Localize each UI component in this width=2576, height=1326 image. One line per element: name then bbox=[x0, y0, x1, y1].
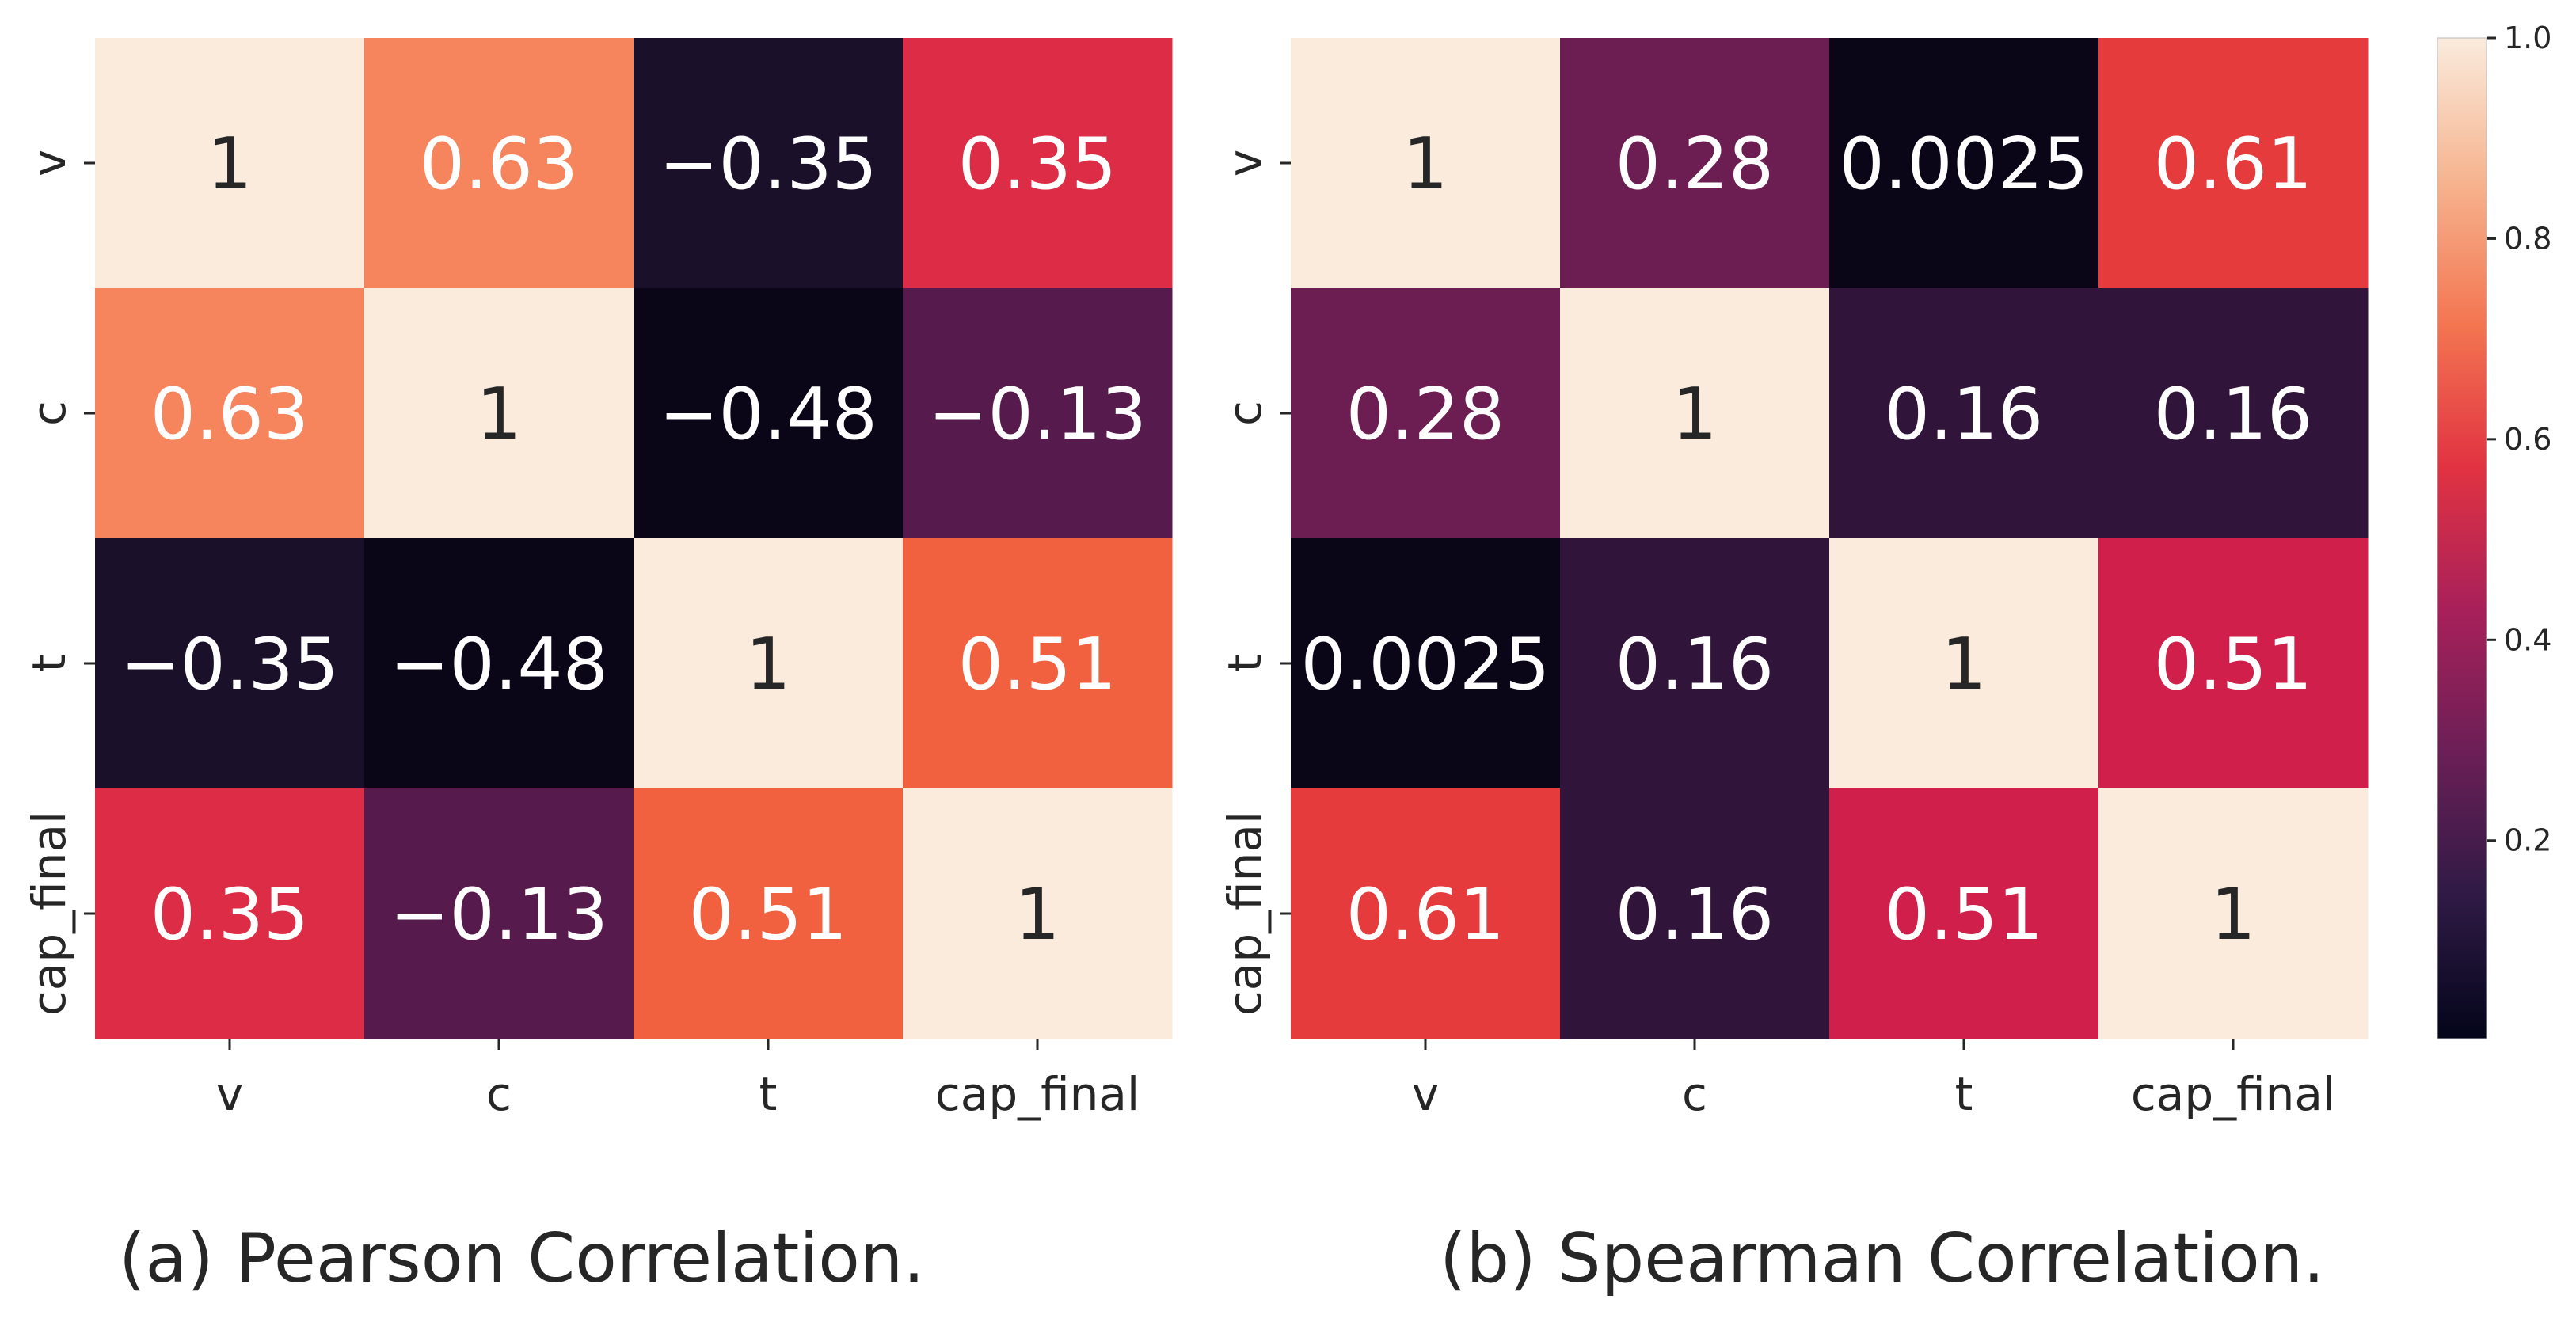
heatmap-cell bbox=[634, 38, 904, 289]
heatmap-cell bbox=[95, 788, 365, 1039]
heatmap-cell bbox=[2098, 788, 2369, 1039]
heatmap-cell bbox=[2098, 288, 2369, 539]
cell-value-label: 0.35 bbox=[958, 123, 1117, 206]
heatmap-cell bbox=[1291, 788, 1561, 1039]
heatmap-cell bbox=[1291, 288, 1561, 539]
heatmap-cell bbox=[95, 288, 365, 539]
cell-value-label: −0.48 bbox=[659, 373, 877, 456]
y-tick-label: v bbox=[1218, 150, 1272, 177]
cell-value-label: 0.51 bbox=[1885, 873, 2043, 956]
colorbar-tick-label: 0.6 bbox=[2504, 422, 2551, 457]
colorbar-gradient bbox=[2437, 38, 2487, 1039]
heatmap-cell bbox=[95, 538, 365, 789]
heatmap-cell bbox=[2098, 38, 2369, 289]
cell-value-label: 0.61 bbox=[1346, 873, 1505, 956]
heatmap-cell bbox=[634, 788, 904, 1039]
cell-value-label: 0.63 bbox=[420, 123, 578, 206]
cell-value-label: 1 bbox=[1402, 123, 1448, 206]
cell-value-label: 1 bbox=[1941, 623, 1986, 706]
cell-value-label: 1 bbox=[745, 623, 790, 706]
cell-value-label: 0.51 bbox=[958, 623, 1117, 706]
y-tick-label: c bbox=[22, 401, 76, 426]
heatmap-cell bbox=[1829, 288, 2099, 539]
cell-value-label: 0.0025 bbox=[1840, 123, 2089, 206]
cell-value-label: 0.28 bbox=[1346, 373, 1505, 456]
x-tick-label: cap_final bbox=[935, 1067, 1140, 1121]
colorbar-tick-label: 1.0 bbox=[2504, 21, 2551, 55]
x-tick-label: cap_final bbox=[2131, 1067, 2335, 1121]
heatmap-cell bbox=[1560, 788, 1830, 1039]
cell-value-label: 0.16 bbox=[1615, 873, 1774, 956]
x-tick-label: v bbox=[1412, 1067, 1439, 1121]
cell-value-label: −0.35 bbox=[120, 623, 339, 706]
x-tick-label: t bbox=[759, 1067, 778, 1121]
cell-value-label: 0.63 bbox=[150, 373, 309, 456]
cell-value-label: −0.48 bbox=[390, 623, 608, 706]
x-tick-label: v bbox=[216, 1067, 243, 1121]
cell-value-label: 1 bbox=[1672, 373, 1717, 456]
cell-value-label: 1 bbox=[2210, 873, 2255, 956]
cell-value-label: 1 bbox=[476, 373, 521, 456]
heatmap-cell bbox=[903, 38, 1173, 289]
heatmap-cell bbox=[95, 38, 365, 289]
heatmap-cell bbox=[364, 288, 634, 539]
y-tick-label: c bbox=[1218, 401, 1272, 426]
heatmap-cell bbox=[1829, 38, 2099, 289]
cell-value-label: 0.16 bbox=[2154, 373, 2312, 456]
heatmap-cell bbox=[1291, 38, 1561, 289]
cell-value-label: 0.61 bbox=[2154, 123, 2312, 206]
cell-value-label: 0.35 bbox=[150, 873, 309, 956]
y-tick-label: v bbox=[22, 150, 76, 177]
heatmap-cell bbox=[1560, 538, 1830, 789]
colorbar-tick-label: 0.4 bbox=[2504, 622, 2551, 657]
y-tick-label: t bbox=[1218, 655, 1272, 673]
cell-value-label: 0.16 bbox=[1885, 373, 2043, 456]
heatmap-cell bbox=[1829, 788, 2099, 1039]
heatmap-cell bbox=[903, 788, 1173, 1039]
cell-value-label: 0.16 bbox=[1615, 623, 1774, 706]
heatmap-cell bbox=[364, 38, 634, 289]
heatmap-cell bbox=[2098, 538, 2369, 789]
cell-value-label: 0.0025 bbox=[1301, 623, 1551, 706]
x-tick-label: c bbox=[486, 1067, 512, 1121]
colorbar-tick-label: 0.2 bbox=[2504, 823, 2551, 858]
heatmap-cell bbox=[1829, 538, 2099, 789]
y-tick-label: t bbox=[22, 655, 76, 673]
cell-value-label: −0.13 bbox=[390, 873, 608, 956]
y-tick-label: cap_final bbox=[22, 811, 76, 1016]
heatmap-cell bbox=[364, 788, 634, 1039]
heatmap-cell bbox=[634, 288, 904, 539]
heatmap-cell bbox=[634, 538, 904, 789]
heatmap-cell bbox=[1560, 288, 1830, 539]
heatmap-cell bbox=[903, 538, 1173, 789]
cell-value-label: 0.51 bbox=[2154, 623, 2312, 706]
cell-value-label: 0.28 bbox=[1615, 123, 1774, 206]
heatmap-cell bbox=[903, 288, 1173, 539]
caption-spearman: (b) Spearman Correlation. bbox=[1440, 1219, 2325, 1298]
heatmap-cell bbox=[1560, 38, 1830, 289]
caption-pearson: (a) Pearson Correlation. bbox=[119, 1219, 925, 1298]
y-tick-label: cap_final bbox=[1218, 811, 1272, 1016]
colorbar-tick-label: 0.8 bbox=[2504, 221, 2551, 256]
heatmap-cell bbox=[1291, 538, 1561, 789]
colorbar: 0.2 0.4 0.6 0.8 1.0 bbox=[2437, 21, 2551, 1039]
x-tick-label: c bbox=[1682, 1067, 1707, 1121]
heatmap-cell bbox=[364, 538, 634, 789]
colorbar-frame bbox=[2437, 37, 2487, 1039]
cell-value-label: 1 bbox=[1014, 873, 1060, 956]
cell-value-label: 0.51 bbox=[689, 873, 847, 956]
cell-value-label: 1 bbox=[207, 123, 252, 206]
heatmap-pearson: 1 0.63 −0.35 0.35 0.63 1 −0.48 −0.13 −0.35 −0.48 1… bbox=[22, 38, 1173, 1121]
x-tick-label: t bbox=[1955, 1067, 1973, 1121]
cell-value-label: −0.13 bbox=[928, 373, 1147, 456]
heatmap-spearman: 1 0.28 0.0025 0.61 0.28 1 0.16 0.16 0.0025 0.16 1 0… bbox=[1218, 38, 2369, 1121]
cell-value-label: −0.35 bbox=[659, 123, 877, 206]
